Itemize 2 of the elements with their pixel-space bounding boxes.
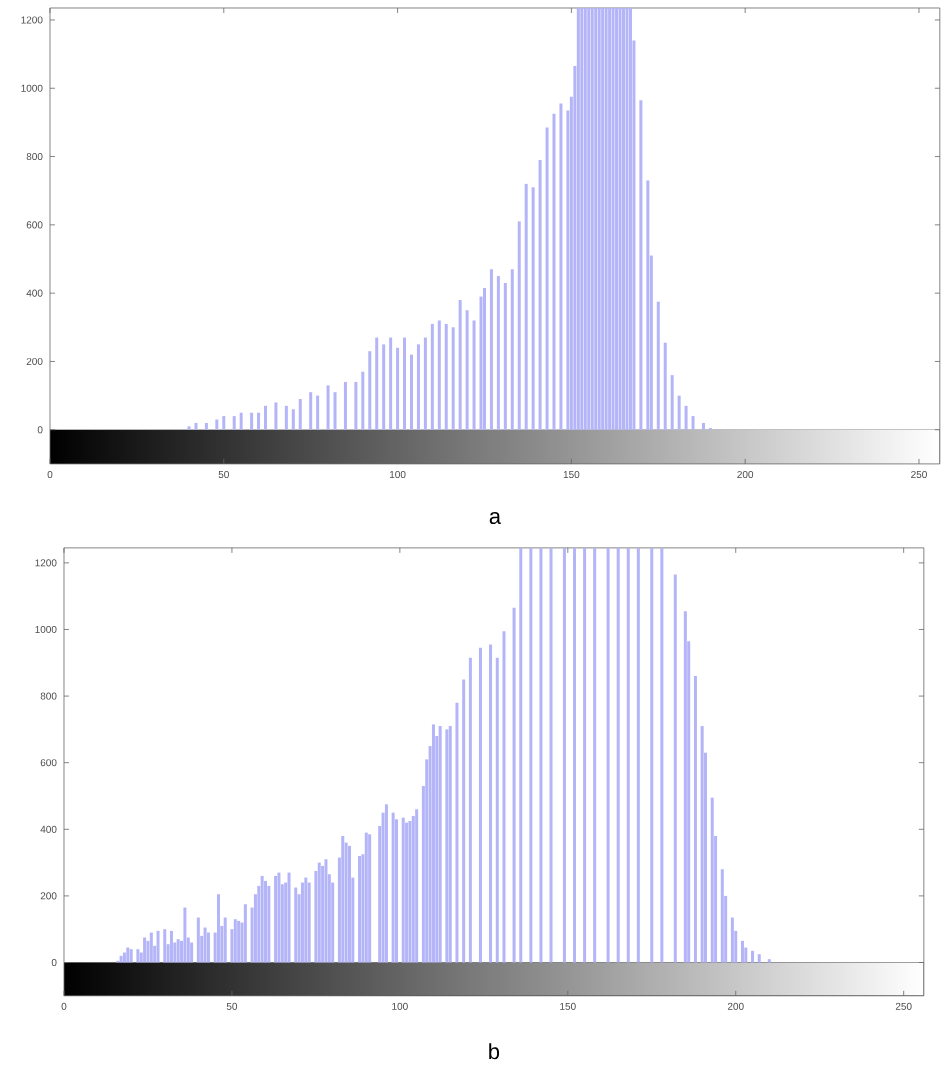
text: b [489, 1043, 500, 1060]
text: a [489, 512, 502, 525]
